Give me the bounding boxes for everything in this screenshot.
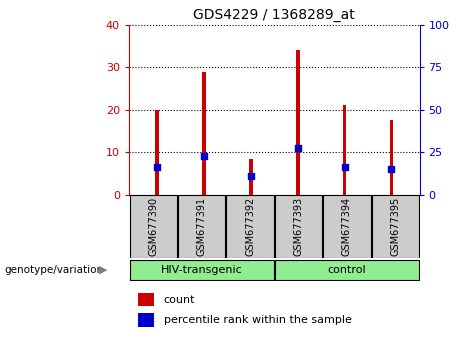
Bar	[130, 259, 274, 280]
Bar	[226, 195, 274, 258]
Text: GSM677390: GSM677390	[148, 197, 158, 256]
Bar	[372, 195, 419, 258]
Bar	[275, 259, 419, 280]
Text: GSM677392: GSM677392	[245, 197, 255, 256]
Bar	[275, 195, 322, 258]
Bar	[130, 195, 177, 258]
Point	[201, 154, 208, 159]
Title: GDS4229 / 1368289_at: GDS4229 / 1368289_at	[194, 8, 355, 22]
Text: GSM677395: GSM677395	[390, 197, 400, 256]
Point	[388, 166, 395, 172]
Bar	[138, 293, 154, 306]
Text: percentile rank within the sample: percentile rank within the sample	[164, 315, 352, 325]
Point	[294, 145, 301, 151]
Text: GSM677391: GSM677391	[197, 197, 207, 256]
Text: count: count	[164, 295, 195, 304]
Bar	[138, 313, 154, 327]
Point	[247, 173, 254, 178]
Text: control: control	[328, 265, 366, 275]
Bar	[296, 50, 300, 195]
Text: HIV-transgenic: HIV-transgenic	[161, 265, 242, 275]
Text: GSM677394: GSM677394	[342, 197, 352, 256]
Bar	[178, 195, 225, 258]
Bar	[202, 72, 206, 195]
Text: ▶: ▶	[99, 265, 107, 275]
Bar	[323, 195, 371, 258]
Bar	[249, 159, 253, 195]
Point	[154, 164, 161, 170]
Text: genotype/variation: genotype/variation	[5, 265, 104, 275]
Point	[341, 164, 348, 170]
Bar	[343, 105, 346, 195]
Text: GSM677393: GSM677393	[294, 197, 303, 256]
Bar	[390, 120, 393, 195]
Bar	[155, 110, 159, 195]
